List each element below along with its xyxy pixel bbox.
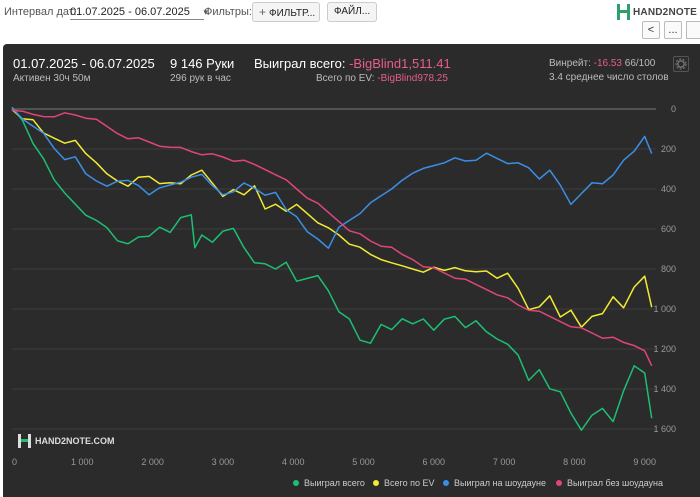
y-tick-label: 1 000 [653, 304, 676, 314]
legend-label: Выиграл всего [304, 478, 365, 488]
toolbar-scroll-stub [686, 21, 700, 39]
graph-panel [3, 44, 700, 497]
more-button[interactable]: ... [664, 21, 682, 39]
x-tick-label: 9 000 [633, 457, 656, 467]
app-logo: HAND2NOTE [617, 4, 697, 20]
watermark-logo-icon [18, 434, 31, 448]
watermark-text: HAND2NOTE.COM [35, 436, 115, 446]
ev-label: Всего по EV: [316, 73, 375, 84]
legend-item-showdown[interactable]: Выиграл на шоудауне [443, 478, 546, 488]
winrate-sample: 66/100 [624, 58, 656, 69]
x-tick-label: 6 000 [423, 457, 446, 467]
legend-label: Выиграл без шоудауна [567, 478, 663, 488]
winrate-value: -16.53 [593, 58, 622, 69]
x-tick-label: 4 000 [282, 457, 305, 467]
gear-icon[interactable] [673, 56, 689, 72]
date-range-label: Интервал дат: [4, 6, 77, 18]
legend-label: Выиграл на шоудауне [454, 478, 546, 488]
toolbar: Интервал дат: 01.07.2025 - 06.07.2025 ▾ … [0, 0, 700, 42]
watermark: HAND2NOTE.COM [18, 434, 115, 448]
ev-value: -BigBlind978.25 [377, 73, 448, 84]
x-tick-label: 1 000 [71, 457, 94, 467]
y-tick-label: 0 [671, 104, 676, 114]
y-tick-label: 1 200 [653, 344, 676, 354]
date-range-value: 01.07.2025 - 06.07.2025 [70, 6, 190, 18]
y-tick-label: 200 [661, 144, 676, 154]
y-tick-label: 600 [661, 224, 676, 234]
series-line-0 [11, 106, 653, 431]
legend-dot [556, 480, 562, 486]
x-tick-label: 7 000 [493, 457, 516, 467]
summary-hands-per-hour: 296 рук в час [170, 73, 231, 84]
y-tick-label: 1 600 [653, 424, 676, 434]
x-tick-label: 8 000 [563, 457, 586, 467]
summary-winrate: Винрейт: -16.53 66/100 3.4 среднее число… [549, 58, 669, 83]
x-tick-label: 5 000 [352, 457, 375, 467]
summary-hands: 9 146 Руки 296 рук в час [170, 56, 234, 84]
legend-dot [443, 480, 449, 486]
chevron-down-icon: ▾ [203, 7, 208, 17]
file-button[interactable]: ФАЙЛ... [327, 2, 377, 22]
legend-item-ev[interactable]: Всего по EV [373, 478, 434, 488]
summary-date-range: 01.07.2025 - 06.07.2025 [13, 56, 155, 71]
logo-icon [617, 4, 630, 20]
x-tick-label: 2 000 [141, 457, 164, 467]
summary-hand-count: 9 146 Руки [170, 56, 235, 71]
y-tick-label: 400 [661, 184, 676, 194]
winrate-label: Винрейт: [549, 58, 591, 69]
date-range-select[interactable]: 01.07.2025 - 06.07.2025 ▾ [70, 4, 208, 20]
logo-text: HAND2NOTE [633, 6, 698, 18]
won-label: Выиграл всего: [254, 56, 346, 71]
x-tick-label: 0 [12, 457, 17, 467]
series-line-1 [11, 109, 653, 328]
back-button[interactable]: < [642, 21, 660, 39]
filter-button[interactable]: + ФИЛЬТР... [252, 2, 320, 22]
summary-active-time: Активен 30ч 50м [13, 73, 91, 84]
summary-won: Выиграл всего: -BigBlind1,511.41 Всего п… [254, 56, 451, 84]
y-tick-label: 1 400 [653, 384, 676, 394]
legend-dot [293, 480, 299, 486]
x-tick-label: 3 000 [212, 457, 235, 467]
legend-item-total[interactable]: Выиграл всего [293, 478, 365, 488]
legend-label: Всего по EV [384, 478, 435, 488]
series-line-2 [11, 107, 653, 249]
series-line-3 [11, 109, 653, 367]
plus-icon: + [259, 5, 267, 19]
summary-dates: 01.07.2025 - 06.07.2025 Активен 30ч 50м [13, 56, 155, 84]
file-button-label: ФАЙЛ... [334, 6, 371, 17]
filter-button-label: ФИЛЬТР... [269, 8, 316, 19]
legend-item-non-showdown[interactable]: Выиграл без шоудауна [556, 478, 663, 488]
filters-label: Фильтры: [204, 6, 252, 18]
avg-tables: 3.4 среднее число столов [549, 72, 669, 83]
legend-dot [373, 480, 379, 486]
y-tick-label: 800 [661, 264, 676, 274]
won-value: -BigBlind1,511.41 [349, 56, 451, 71]
